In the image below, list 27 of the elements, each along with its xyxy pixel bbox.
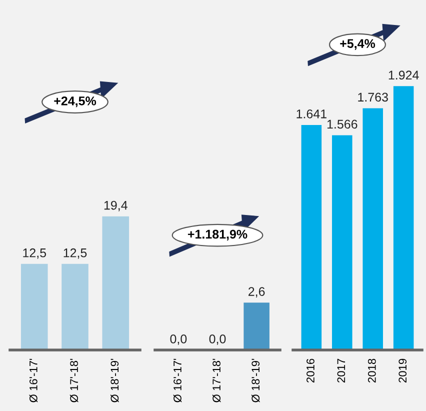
data-label: 1.763	[358, 92, 388, 102]
data-label: 1.641	[296, 109, 326, 118]
data-label: 0,0	[170, 334, 187, 345]
data-label: 2,6	[248, 287, 265, 298]
data-label: 1.566	[327, 120, 358, 129]
x-tick-label: 2017	[337, 358, 346, 382]
x-tick-label: 2018	[368, 358, 376, 382]
data-label: 12,5	[23, 248, 46, 259]
bar	[332, 135, 352, 350]
bar	[301, 124, 322, 350]
text: +5,4%	[340, 39, 376, 50]
data-label: 12,5	[64, 248, 87, 259]
x-tick-label: Ø 17'-18'	[212, 358, 221, 402]
bar	[393, 86, 414, 350]
data-label: 0,0	[209, 334, 226, 345]
bar	[362, 108, 383, 350]
data-label: 1.924	[388, 70, 419, 80]
x-tick-label: Ø 18'-19'	[110, 358, 119, 402]
x-tick-label: 2019	[398, 358, 407, 382]
x-tick-label: 2016	[306, 358, 314, 382]
x-tick-label: Ø 17'-18'	[70, 358, 78, 402]
x-tick-label: Ø 16'-17'	[29, 358, 38, 402]
data-label: 19,4	[104, 200, 128, 212]
text: +24,5%	[54, 96, 96, 108]
x-tick-label: Ø 18'-19'	[251, 358, 260, 402]
x-tick-label: Ø 16'-17'	[173, 358, 182, 402]
text: +1.181,9%	[188, 230, 248, 240]
